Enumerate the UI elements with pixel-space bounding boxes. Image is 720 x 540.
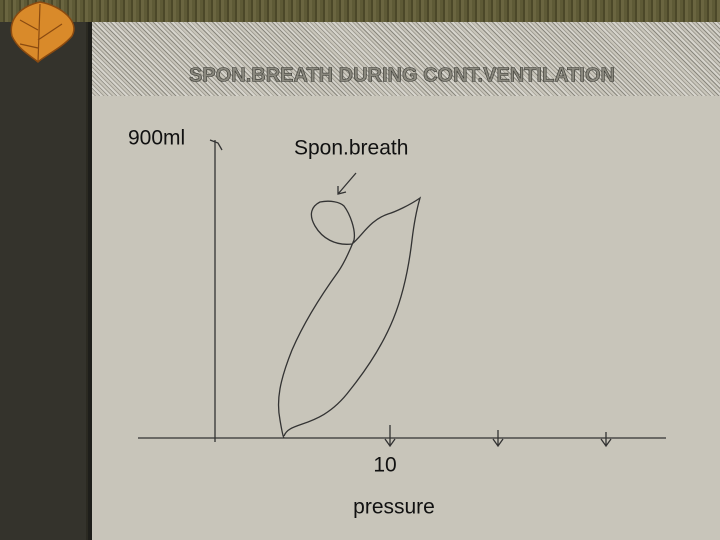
y-label: 900ml: [128, 127, 185, 150]
top-band: [0, 0, 720, 22]
x-label: pressure: [353, 496, 435, 519]
left-bar: [0, 22, 86, 540]
tick-arrow: [600, 432, 612, 448]
y-arrow: [209, 139, 223, 151]
tick-arrow: [492, 430, 504, 448]
leaf-icon: [10, 1, 75, 64]
content-panel: [88, 22, 720, 540]
pv-loop: [277, 196, 422, 439]
slide-title: SPON.BREATH DURING CONT.VENTILATION: [189, 64, 615, 86]
x-tick-label: 10: [373, 454, 396, 477]
pointer-arrow: [337, 172, 357, 195]
annotation: Spon.breath: [294, 137, 408, 160]
tick-arrow: [384, 425, 396, 448]
title-band: [92, 22, 720, 96]
axes: [138, 139, 666, 448]
